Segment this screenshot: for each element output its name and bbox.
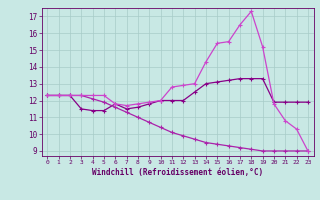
X-axis label: Windchill (Refroidissement éolien,°C): Windchill (Refroidissement éolien,°C)	[92, 168, 263, 177]
